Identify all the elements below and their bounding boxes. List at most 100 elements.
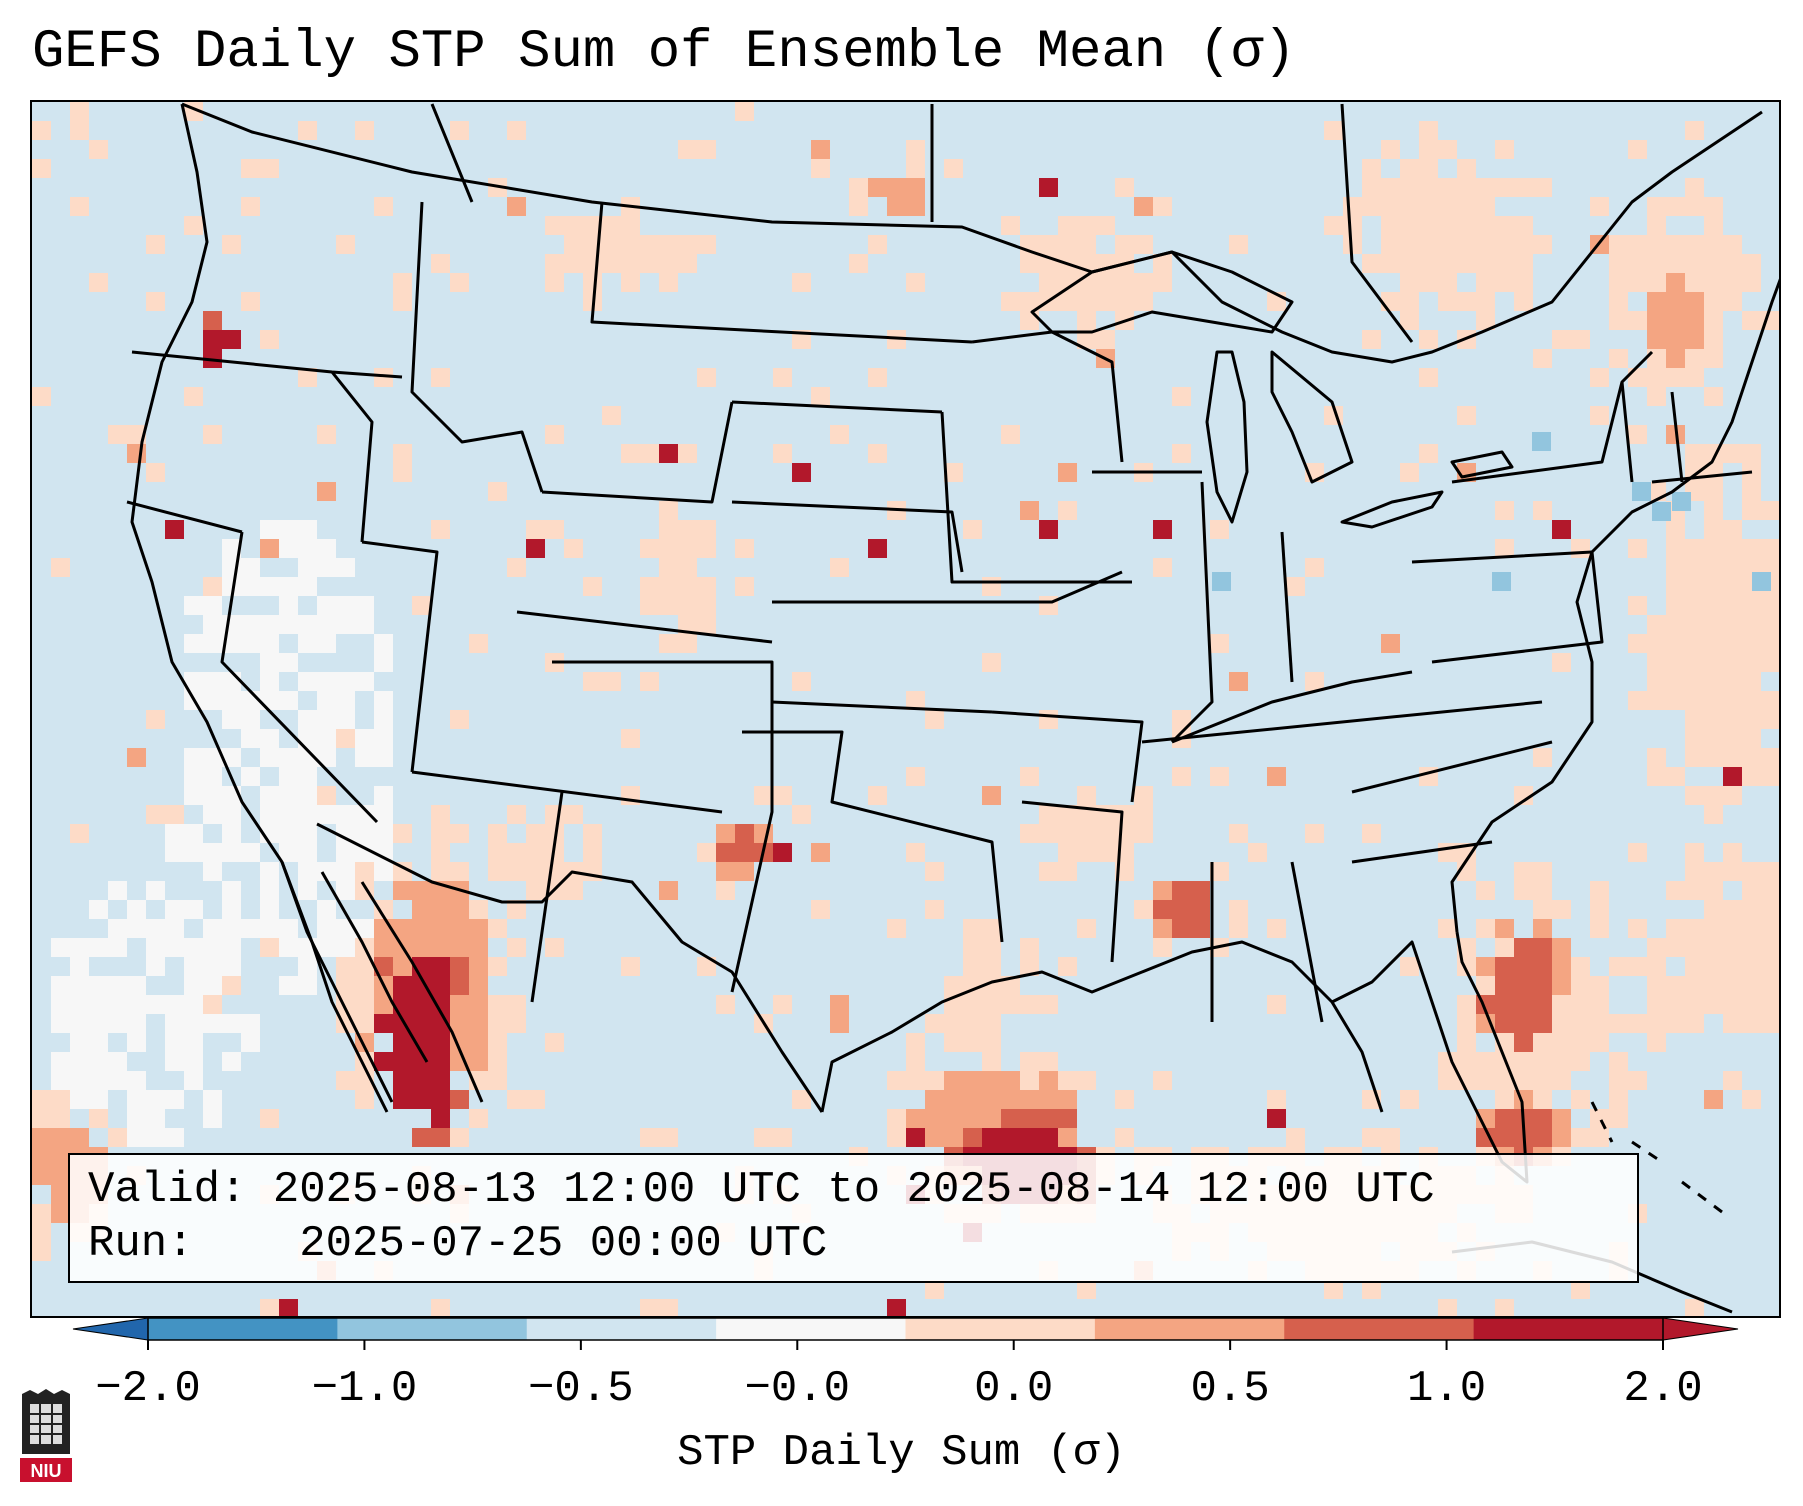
anomaly-cell [89,1109,108,1128]
anomaly-cell [127,1128,146,1147]
anomaly-cell [222,235,241,254]
anomaly-cell [1780,900,1781,919]
colorbar-segment-5 [1094,1318,1285,1340]
anomaly-cell [659,881,678,900]
anomaly-cell [1419,273,1438,292]
anomaly-cell [735,824,754,843]
anomaly-cell [260,634,279,653]
anomaly-cell [1381,634,1400,653]
anomaly-cell [830,1014,849,1033]
anomaly-cell [1172,444,1191,463]
anomaly-cell [1533,900,1552,919]
anomaly-cell [792,672,811,691]
anomaly-cell [982,1109,1001,1128]
anomaly-cell [222,824,241,843]
anomaly-cell [1210,862,1229,881]
anomaly-cell [1628,235,1647,254]
anomaly-cell [1742,748,1761,767]
ut-az-line [411,770,723,814]
valid-value: 2025-08-13 12:00 UTC to 2025-08-14 12:00… [272,1165,1435,1215]
anomaly-cell [1742,976,1761,995]
anomaly-cell [697,577,716,596]
anomaly-cell [127,1109,146,1128]
anomaly-cell [127,1033,146,1052]
anomaly-cell [1742,501,1761,520]
anomaly-cell [1438,1071,1457,1090]
anomaly-cell [1704,938,1723,957]
anomaly-cell [1571,995,1590,1014]
anomaly-cell [1666,995,1685,1014]
anomaly-cell [887,919,906,938]
anomaly-cell [1362,824,1381,843]
anomaly-cell [1020,1128,1039,1147]
ny-line [1451,350,1654,484]
anomaly-cell [431,900,450,919]
anomaly-cell [811,900,830,919]
anomaly-cell [298,539,317,558]
anomaly-cell [640,672,659,691]
anomaly-cell [450,976,469,995]
anomaly-cell [963,1090,982,1109]
anomaly-cell [697,520,716,539]
us-west-coast [130,103,389,1113]
anomaly-cell [32,1223,51,1242]
al-ga-line [1290,861,1324,1023]
anomaly-cell [1761,596,1779,615]
anomaly-cell [222,330,241,349]
anomaly-cell [203,577,222,596]
anomaly-cell [1742,311,1761,330]
anomaly-cell [963,1033,982,1052]
anomaly-cell [1381,235,1400,254]
anomaly-cell [1495,1014,1514,1033]
anomaly-cell [1666,311,1685,330]
anomaly-cell [1685,786,1704,805]
anomaly-cell [564,216,583,235]
anomaly-cell [1742,539,1761,558]
anomaly-cell [621,444,640,463]
anomaly-cell [32,1128,51,1147]
anomaly-cell [1457,216,1476,235]
anomaly-cell [279,919,298,938]
state-boundaries [126,102,1779,1314]
anomaly-cell [355,995,374,1014]
anomaly-cell [222,672,241,691]
anomaly-cell [1457,1052,1476,1071]
anomaly-cell [51,1014,70,1033]
anomaly-cell [1647,311,1666,330]
anomaly-cell [944,1014,963,1033]
anomaly-cell [165,1128,184,1147]
anomaly-cell [488,843,507,862]
anomaly-cell [222,577,241,596]
anomaly-cell [1704,653,1723,672]
anomaly-cell [51,1147,70,1166]
anomaly-cell [1685,615,1704,634]
anomaly-cell [1742,995,1761,1014]
anomaly-cell [89,1033,108,1052]
anomaly-cell [1742,1014,1761,1033]
new-england-line [1620,381,1753,484]
anomaly-cell [89,938,108,957]
anomaly-cell [431,862,450,881]
anomaly-cell [906,140,925,159]
anomaly-cell [1647,672,1666,691]
anomaly-cell [222,805,241,824]
anomaly-cell [1495,1071,1514,1090]
anomaly-cell [1647,653,1666,672]
anomaly-cell [146,292,165,311]
anomaly-cell [1039,710,1058,729]
anomaly-cell [412,1014,431,1033]
anomaly-cell [640,596,659,615]
anomaly-cell [298,881,317,900]
anomaly-cell [1476,197,1495,216]
anomaly-cell [412,1090,431,1109]
anomaly-cell [298,672,317,691]
anomaly-cell [545,216,564,235]
anomaly-cell [1381,178,1400,197]
anomaly-cell [184,1033,203,1052]
mn-wi-line [971,330,1124,463]
anomaly-cell [1685,995,1704,1014]
anomaly-cell [70,976,89,995]
colorbar-segment-3 [716,1318,906,1340]
anomaly-cell [1571,1033,1590,1052]
il-in-line [1170,481,1214,744]
